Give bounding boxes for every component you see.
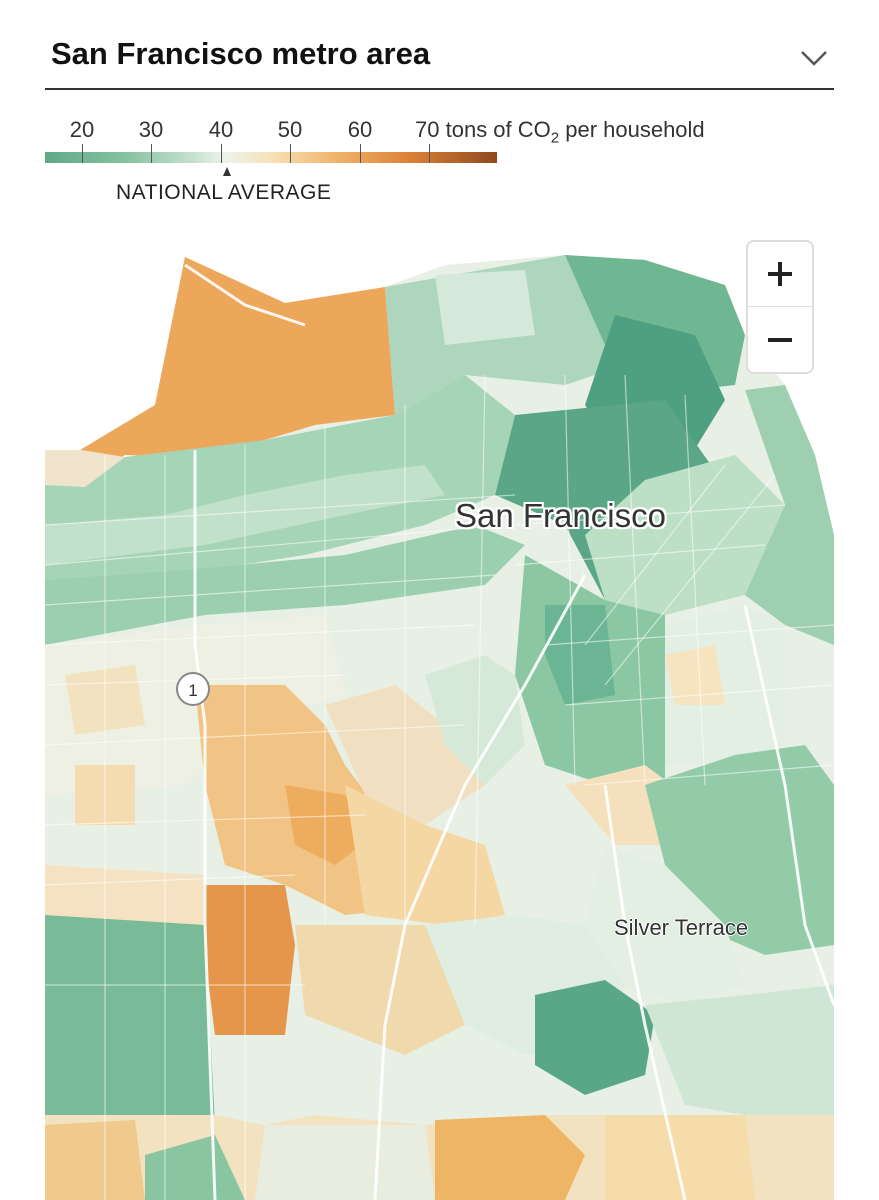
legend-tick-label: 20 (69, 117, 95, 142)
region-downtown (495, 400, 725, 600)
legend-tick (290, 144, 291, 163)
region-mission-dark (545, 605, 615, 705)
region-daly-city-tan (45, 1120, 145, 1200)
minus-icon (768, 338, 792, 342)
region-diamond-heights (425, 655, 525, 785)
color-legend: 20 30 40 50 60 70 tons of CO2 per househ… (45, 112, 745, 212)
legend-tick (221, 144, 222, 163)
legend-tick (429, 144, 430, 163)
header: San Francisco metro area (45, 30, 834, 90)
legend-tick-label: 40 (208, 117, 234, 142)
plus-icon (768, 262, 792, 286)
region-brisbane (605, 1115, 755, 1200)
region-ocean-view (295, 925, 465, 1055)
choropleth-map[interactable]: 1 San Francisco Silver Terrace (45, 225, 834, 1200)
legend-tick (82, 144, 83, 163)
map-canvas[interactable] (45, 225, 834, 1200)
region-dropdown-button[interactable] (794, 38, 834, 78)
region-presidio (80, 257, 395, 485)
route-1-shield: 1 (176, 672, 210, 706)
region-visitacion (535, 980, 655, 1095)
national-average-marker (223, 167, 231, 176)
region-southeast-light (645, 985, 834, 1115)
region-west-portal (205, 885, 295, 1035)
legend-tick (151, 144, 152, 163)
region-potrero-tan (665, 645, 725, 705)
region-daly-city-orange (435, 1115, 585, 1200)
region-merced-edge (45, 865, 205, 925)
chevron-down-icon (801, 51, 827, 66)
region-east-waterfront (745, 385, 834, 645)
unit-suffix: per household (559, 117, 705, 142)
city-label: San Francisco (455, 497, 666, 534)
region-glen-park (345, 785, 505, 925)
unit-prefix: tons of CO (445, 117, 551, 142)
region-daly-city-green (145, 1135, 245, 1200)
legend-unit-label: 70 tons of CO2 per household (415, 117, 705, 146)
legend-tick-label: 50 (277, 117, 303, 142)
unit-subscript: 2 (550, 129, 560, 147)
national-average-label: NATIONAL AVERAGE (116, 181, 332, 204)
zoom-control (746, 240, 814, 374)
region-lake-merced (45, 905, 215, 1125)
region-title: San Francisco metro area (51, 36, 431, 71)
region-north-light (435, 270, 535, 345)
legend-tick-label: 30 (138, 117, 164, 142)
region-daly-city-light (255, 1125, 435, 1200)
neighborhood-label: Silver Terrace (614, 915, 749, 940)
highways (184, 263, 834, 1200)
region-silver-terrace (585, 845, 745, 1005)
zoom-out-button[interactable] (748, 308, 812, 372)
legend-tick-label: 70 (415, 117, 440, 142)
zoom-in-button[interactable] (748, 242, 812, 306)
legend-tick-label: 60 (347, 117, 373, 142)
legend-tick (360, 144, 361, 163)
road-network (45, 374, 834, 1200)
legend-gradient-bar (45, 152, 497, 163)
zoom-divider (748, 306, 812, 307)
